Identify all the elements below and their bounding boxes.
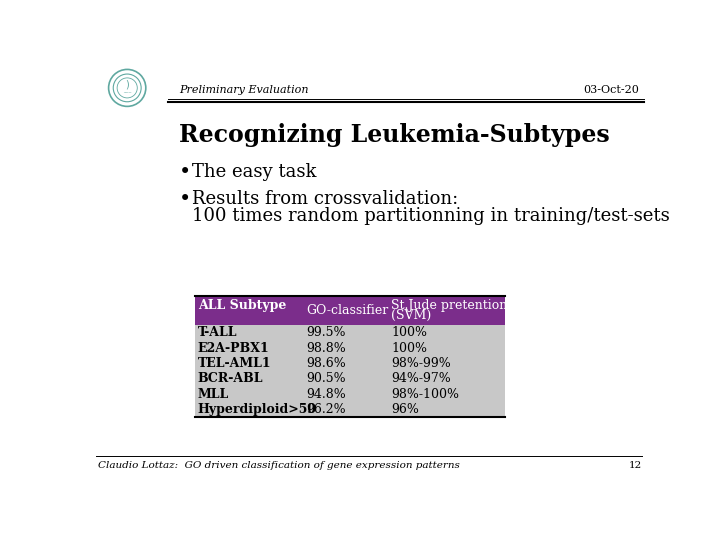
Text: 94.8%: 94.8%	[306, 388, 346, 401]
Text: (SVM): (SVM)	[392, 309, 432, 322]
Text: E2A-PBX1: E2A-PBX1	[198, 342, 269, 355]
Text: ___: ___	[123, 89, 131, 93]
Bar	[194, 296, 505, 325]
Text: T-ALL: T-ALL	[198, 326, 237, 339]
Text: 94%-97%: 94%-97%	[392, 373, 451, 386]
Bar	[194, 402, 505, 417]
Text: 12: 12	[629, 461, 642, 470]
Text: 100%: 100%	[392, 326, 428, 339]
Text: TEL-AML1: TEL-AML1	[198, 357, 271, 370]
Text: Preliminary Evaluation: Preliminary Evaluation	[179, 85, 309, 95]
Text: ALL Subtype: ALL Subtype	[198, 299, 286, 312]
Text: MLL: MLL	[198, 388, 229, 401]
Bar	[194, 387, 505, 402]
Text: GO-classifier: GO-classifier	[306, 304, 389, 317]
Text: Recognizing Leukemia-Subtypes: Recognizing Leukemia-Subtypes	[179, 123, 610, 146]
Text: 98.6%: 98.6%	[306, 357, 346, 370]
Text: The easy task: The easy task	[192, 164, 316, 181]
Text: Claudio Lottaz:  GO driven classification of gene expression patterns: Claudio Lottaz: GO driven classification…	[98, 461, 459, 470]
Text: 100%: 100%	[392, 342, 428, 355]
Bar	[194, 356, 505, 372]
Text: BCR-ABL: BCR-ABL	[198, 373, 264, 386]
Text: 96%: 96%	[392, 403, 419, 416]
Text: ): )	[125, 80, 129, 90]
Text: St.Jude pretentions: St.Jude pretentions	[392, 299, 514, 312]
Text: Hyperdiploid>50: Hyperdiploid>50	[198, 403, 317, 416]
Bar	[194, 340, 505, 356]
Bar	[194, 372, 505, 387]
Text: 90.5%: 90.5%	[306, 373, 346, 386]
Text: 03-Oct-20: 03-Oct-20	[582, 85, 639, 95]
Text: 100 times random partitionning in training/test-sets: 100 times random partitionning in traini…	[192, 207, 670, 225]
Text: 98%-99%: 98%-99%	[392, 357, 451, 370]
Text: •: •	[179, 164, 192, 183]
Text: 98.8%: 98.8%	[306, 342, 346, 355]
Text: •: •	[179, 190, 192, 208]
Text: 99.5%: 99.5%	[306, 326, 346, 339]
Text: 98%-100%: 98%-100%	[392, 388, 459, 401]
Bar	[194, 325, 505, 340]
Text: Results from crossvalidation:: Results from crossvalidation:	[192, 190, 458, 207]
Text: 96.2%: 96.2%	[306, 403, 346, 416]
